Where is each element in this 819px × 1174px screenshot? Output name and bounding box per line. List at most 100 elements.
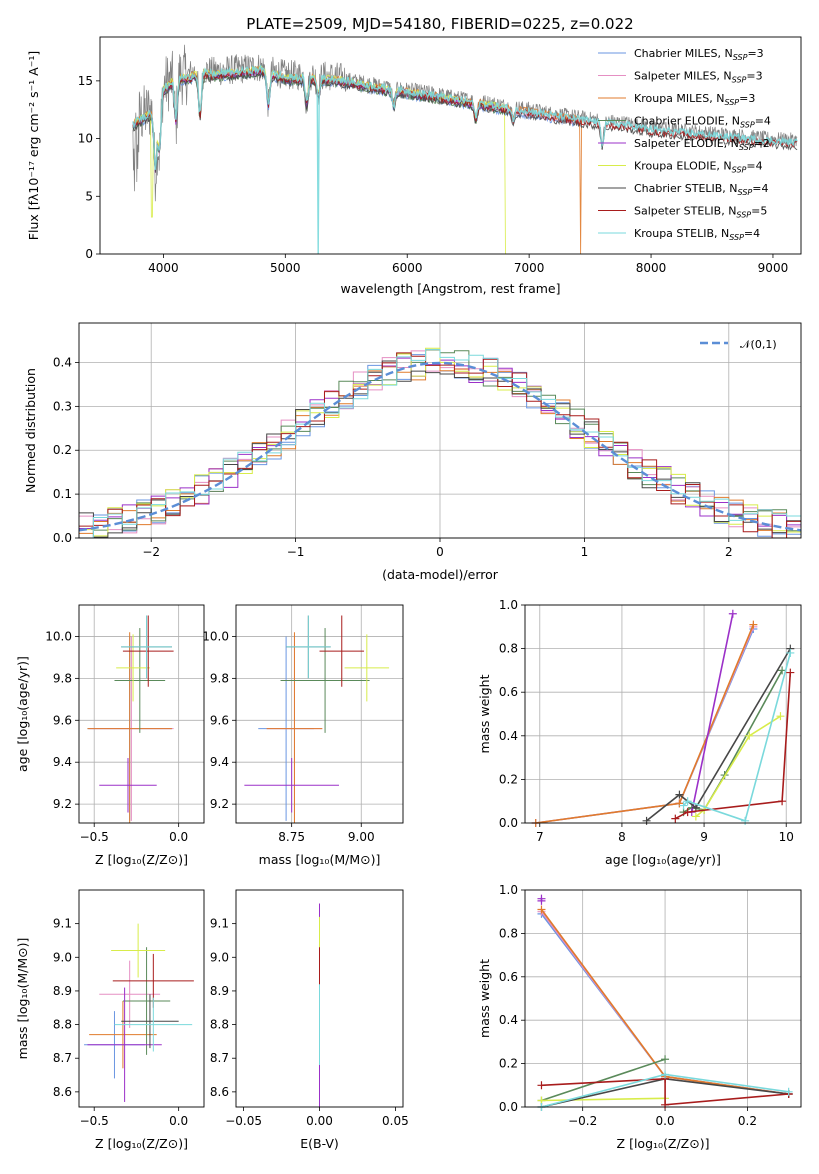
weight-marker xyxy=(675,799,684,808)
tick-label-y: 9.1 xyxy=(210,917,229,931)
weight-marker xyxy=(537,896,546,905)
tick-label-x: 6000 xyxy=(392,261,423,275)
tick-label-y: 0.4 xyxy=(499,1013,518,1027)
tick-label-x: 0.05 xyxy=(382,1114,409,1128)
legend-entry: Salpeter MILES, NSSP=3 xyxy=(634,70,763,85)
tick-label-y: 9.2 xyxy=(53,797,72,811)
tick-label-y: 0.1 xyxy=(53,487,72,501)
y-axis-label: mass [log₁₀(M/M⊙)] xyxy=(15,938,30,1060)
spectrum-legend: Chabrier MILES, NSSP=3 Salpeter MILES, NS… xyxy=(598,47,771,242)
tick-label-x: 0 xyxy=(436,545,444,559)
weight-marker xyxy=(745,731,754,740)
weight-marker xyxy=(786,648,795,657)
tick-label-y: 0.0 xyxy=(499,816,518,830)
tick-label-y: 10 xyxy=(78,132,93,146)
weight-marker xyxy=(683,797,692,806)
axes-frame xyxy=(78,889,205,1108)
legend-entry: Chabrier MILES, NSSP=3 xyxy=(634,47,764,62)
tick-label-x: 9000 xyxy=(758,261,789,275)
y-axis-label: age [log₁₀(age/yr)] xyxy=(15,656,30,772)
tick-label-y: 8.9 xyxy=(53,984,72,998)
panel-mass_vs_Z: −0.5 0.0 8.6 8.7 8.8 8.9 9.0 9.1 Z [log₁₀(Z/Z⊙)]… xyxy=(15,889,205,1151)
tick-label-y: 9.6 xyxy=(53,713,72,727)
tick-label-y: 5 xyxy=(85,189,93,203)
tick-label-y: 9.6 xyxy=(210,713,229,727)
histogram-salpeter-stelib xyxy=(79,352,801,538)
axes-frame xyxy=(524,889,802,1108)
tick-label-x: 0.0 xyxy=(169,830,188,844)
tick-label-y: 0.8 xyxy=(499,642,518,656)
tick-label-x: 8000 xyxy=(636,261,667,275)
tick-label-y: 8.6 xyxy=(210,1085,229,1099)
weight-marker xyxy=(642,816,651,825)
figure-title: PLATE=2509, MJD=54180, FIBERID=0225, z=0… xyxy=(246,15,633,33)
tick-label-x: −0.2 xyxy=(568,1114,597,1128)
y-axis-label: Flux [fλ10⁻¹⁷ erg cm⁻² s⁻¹ A⁻¹] xyxy=(26,51,41,240)
tick-label-y: 0.2 xyxy=(53,443,72,457)
tick-label-y: 9.8 xyxy=(210,671,229,685)
weight-marker xyxy=(776,712,785,721)
tick-label-x: 4000 xyxy=(148,261,179,275)
legend-entry: 𝒩(0,1) xyxy=(740,338,777,351)
tick-label-y: 9.0 xyxy=(210,950,229,964)
tick-label-y: 8.7 xyxy=(210,1051,229,1065)
tick-label-y: 0.2 xyxy=(499,1057,518,1071)
x-axis-label: Z [log₁₀(Z/Z⊙)] xyxy=(617,1136,710,1151)
weight-line-kroupa-stelib xyxy=(682,652,792,822)
tick-label-x: 8.75 xyxy=(278,830,305,844)
tick-label-y: 0.6 xyxy=(499,970,518,984)
errorbars xyxy=(84,923,194,1102)
tick-label-y: 9.8 xyxy=(53,671,72,685)
weight-line-salpeter-elodie xyxy=(691,613,734,813)
tick-label-y: 0.8 xyxy=(499,926,518,940)
tick-label-x: 0.2 xyxy=(738,1114,757,1128)
tick-label-y: 9.1 xyxy=(53,917,72,931)
weight-line-salpeter-stelib xyxy=(541,1077,789,1106)
axes-frame xyxy=(524,604,802,824)
gaussian-curve xyxy=(79,361,801,532)
tick-label-y: 9.2 xyxy=(210,797,229,811)
legend-entry: Chabrier ELODIE, NSSP=4 xyxy=(634,115,771,130)
axes-frame xyxy=(78,322,802,539)
tick-label-y: 8.9 xyxy=(210,984,229,998)
legend-entry: Kroupa MILES, NSSP=3 xyxy=(634,92,755,107)
x-axis-label: mass [log₁₀(M/M⊙)] xyxy=(259,852,381,867)
tick-label-y: 1.0 xyxy=(499,883,518,897)
panel-residuals: −2 −1 0 1 2 0.0 0.1 0.2 0.3 0.4 (data-model)/error… xyxy=(23,322,802,582)
weight-lines xyxy=(537,894,793,1111)
x-axis-label: (data-model)/error xyxy=(382,567,499,582)
weight-line-kroupa-elodie xyxy=(541,1097,666,1102)
tick-label-y: 0.4 xyxy=(499,729,518,743)
weight-marker xyxy=(679,801,688,810)
weight-marker xyxy=(741,816,750,825)
histograms xyxy=(79,347,801,538)
y-axis-label: mass weight xyxy=(477,959,492,1038)
panel-age_vs_Z: −0.5 0.0 9.2 9.4 9.6 9.8 10.0 Z [log₁₀(Z/Z⊙)] ag… xyxy=(15,604,205,867)
tick-label-x: −2 xyxy=(142,545,160,559)
tick-label-x: −1 xyxy=(287,545,305,559)
tick-label-y: 0.0 xyxy=(53,531,72,545)
x-axis-label: age [log₁₀(age/yr)] xyxy=(605,852,721,867)
tick-label-y: 9.4 xyxy=(210,755,229,769)
tick-label-y: 0.2 xyxy=(499,772,518,786)
tick-label-y: 8.8 xyxy=(210,1018,229,1032)
y-axis-label: mass weight xyxy=(477,674,492,753)
weight-line-kroupa-miles xyxy=(535,624,755,824)
weight-lines xyxy=(531,609,795,827)
weight-marker xyxy=(778,666,787,675)
axes-frame xyxy=(235,889,404,1108)
x-axis-label: wavelength [Angstrom, rest frame] xyxy=(340,281,560,296)
panel-spectrum: 4000 5000 6000 7000 8000 9000 0 5 10 15 wavelength… xyxy=(26,36,802,296)
tick-label-x: 7000 xyxy=(514,261,545,275)
model-spectrum-kroupa-miles xyxy=(132,65,583,254)
tick-label-y: 9.4 xyxy=(53,755,72,769)
weight-marker xyxy=(671,814,680,823)
panel-mass_vs_EBV: −0.05 0.00 0.05 8.6 8.7 8.8 8.9 9.0 9.1 E(B-V) xyxy=(210,889,409,1151)
weight-line-kroupa-elodie xyxy=(695,715,781,818)
weight-marker xyxy=(675,790,684,799)
weight-line-chabrier-elodie xyxy=(541,1058,666,1102)
x-axis-label: Z [log₁₀(Z/Z⊙)] xyxy=(95,1136,188,1151)
panel-age_vs_mass: 8.75 9.00 9.2 9.4 9.6 9.8 10.0 mass [log₁₀(M/M⊙… xyxy=(202,604,404,867)
